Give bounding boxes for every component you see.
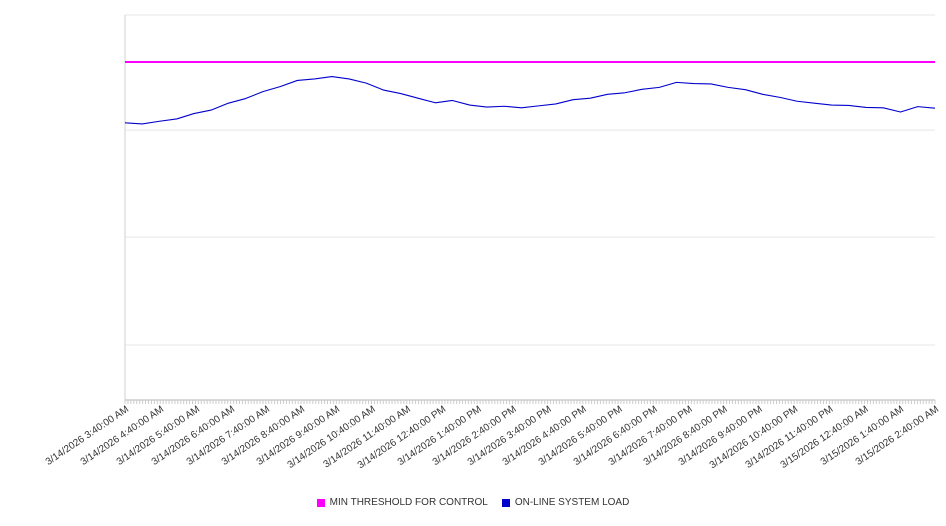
x-axis-label: 3/14/2026 10:40:00 PM bbox=[707, 404, 801, 472]
x-axis-label: 3/14/2026 7:40:00 PM bbox=[606, 404, 695, 469]
legend-label-min-threshold: MIN THRESHOLD FOR CONTROL bbox=[329, 497, 488, 508]
x-axis-label: 3/14/2026 11:40:00 PM bbox=[743, 404, 836, 471]
x-axis-label: 3/15/2026 1:40:00 AM bbox=[818, 404, 906, 468]
x-axis-label: 3/14/2026 1:40:00 PM bbox=[395, 404, 484, 469]
x-axis-label: 3/14/2026 3:40:00 PM bbox=[465, 404, 554, 469]
on-line-system-load-line bbox=[124, 76, 936, 125]
x-axis-label: 3/14/2026 5:40:00 AM bbox=[114, 404, 202, 468]
x-axis-label: 3/14/2026 8:40:00 PM bbox=[642, 404, 730, 469]
legend-item-min-threshold[interactable]: MIN THRESHOLD FOR CONTROL bbox=[316, 497, 488, 508]
min-threshold-swatch-icon bbox=[316, 498, 325, 507]
x-axis-label: 3/14/2026 6:40:00 PM bbox=[571, 404, 660, 469]
x-axis-label: 3/14/2026 9:40:00 PM bbox=[677, 404, 766, 469]
legend: MIN THRESHOLD FOR CONTROL ON-LINE SYSTEM… bbox=[0, 497, 946, 508]
x-axis-label: 3/14/2026 3:40:00 AM bbox=[43, 404, 132, 468]
x-axis-label: 3/14/2026 5:40:00 PM bbox=[536, 404, 625, 469]
chart-plot-area bbox=[124, 14, 936, 404]
x-axis-label: 3/14/2026 8:40:00 AM bbox=[219, 404, 308, 468]
x-axis-label: 3/15/2026 12:40:00 AM bbox=[778, 404, 871, 471]
legend-label-system-load: ON-LINE SYSTEM LOAD bbox=[514, 497, 630, 508]
x-axis-label: 3/14/2026 12:40:00 PM bbox=[355, 404, 449, 472]
x-axis-label: 3/15/2026 2:40:00 AM bbox=[853, 404, 942, 468]
x-axis-label: 3/14/2026 11:40:00 AM bbox=[321, 404, 413, 471]
x-axis-label: 3/14/2026 2:40:00 PM bbox=[430, 404, 519, 469]
x-axis-label: 3/14/2026 9:40:00 AM bbox=[255, 404, 343, 468]
x-axis-label: 3/14/2026 6:40:00 AM bbox=[149, 404, 237, 468]
x-axis-label: 3/14/2026 10:40:00 AM bbox=[285, 404, 378, 471]
x-axis-label: 3/14/2026 4:40:00 AM bbox=[79, 404, 167, 468]
x-axis-label: 3/14/2026 4:40:00 PM bbox=[501, 404, 589, 469]
legend-item-system-load[interactable]: ON-LINE SYSTEM LOAD bbox=[501, 497, 630, 508]
x-axis-label: 3/14/2026 7:40:00 AM bbox=[184, 404, 273, 468]
system-load-swatch-icon bbox=[501, 498, 510, 507]
